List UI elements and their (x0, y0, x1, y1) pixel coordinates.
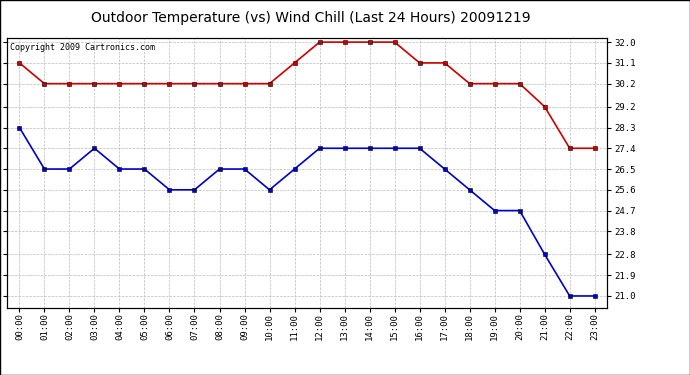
Text: Copyright 2009 Cartronics.com: Copyright 2009 Cartronics.com (10, 43, 155, 52)
Text: Outdoor Temperature (vs) Wind Chill (Last 24 Hours) 20091219: Outdoor Temperature (vs) Wind Chill (Las… (90, 11, 531, 25)
